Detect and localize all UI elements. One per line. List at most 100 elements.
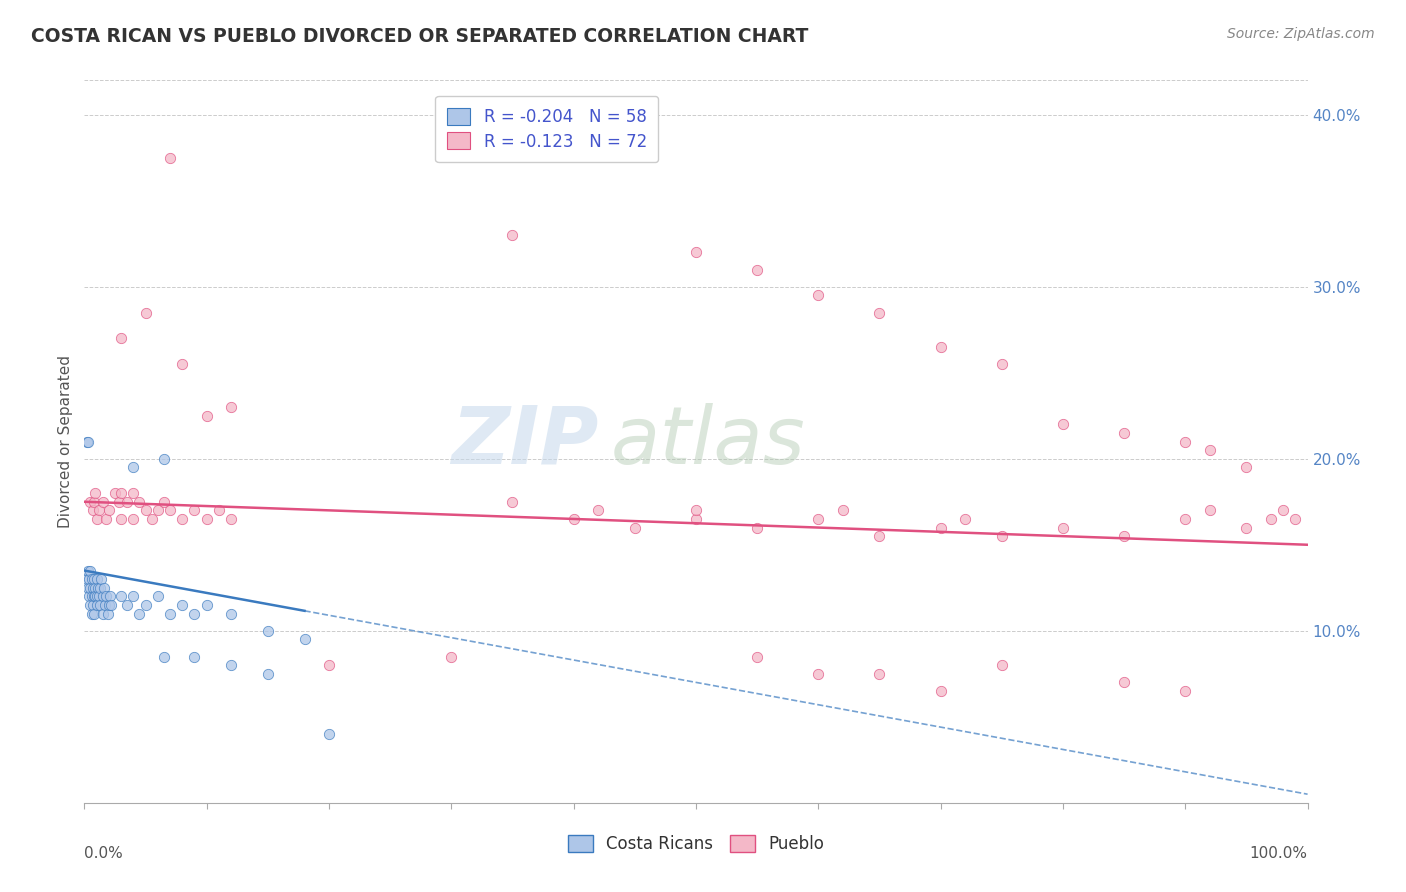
Point: [122, 486, 145, 500]
Point: [159, 503, 181, 517]
Point: [83, 572, 105, 586]
Point: [146, 503, 169, 517]
Point: [87, 503, 110, 517]
Point: [502, 228, 524, 243]
Point: [869, 666, 891, 681]
Point: [84, 590, 107, 604]
Point: [219, 400, 242, 414]
Point: [831, 503, 853, 517]
Point: [80, 572, 103, 586]
Point: [172, 512, 194, 526]
Text: Source: ZipAtlas.com: Source: ZipAtlas.com: [1227, 27, 1375, 41]
Point: [1174, 434, 1197, 449]
Point: [76, 434, 98, 449]
Point: [97, 607, 120, 621]
Point: [86, 512, 108, 526]
Point: [77, 564, 100, 578]
Point: [1198, 503, 1220, 517]
Point: [1284, 512, 1306, 526]
Point: [747, 649, 769, 664]
Point: [115, 494, 138, 508]
Text: ZIP: ZIP: [451, 402, 598, 481]
Text: atlas: atlas: [610, 402, 806, 481]
Point: [79, 564, 101, 578]
Text: 0.0%: 0.0%: [84, 847, 124, 861]
Point: [1052, 520, 1074, 534]
Point: [153, 494, 176, 508]
Point: [991, 658, 1014, 673]
Point: [1260, 512, 1282, 526]
Point: [747, 520, 769, 534]
Point: [807, 512, 830, 526]
Point: [869, 305, 891, 319]
Point: [991, 529, 1014, 543]
Point: [93, 581, 115, 595]
Point: [122, 512, 145, 526]
Point: [94, 598, 117, 612]
Point: [219, 607, 242, 621]
Point: [257, 666, 280, 681]
Point: [135, 503, 157, 517]
Point: [96, 590, 118, 604]
Point: [685, 503, 707, 517]
Point: [1174, 512, 1197, 526]
Point: [107, 494, 129, 508]
Point: [115, 598, 138, 612]
Point: [122, 460, 145, 475]
Point: [685, 512, 707, 526]
Point: [195, 512, 218, 526]
Point: [195, 598, 218, 612]
Point: [183, 503, 205, 517]
Point: [104, 486, 127, 500]
Point: [929, 520, 952, 534]
Point: [1174, 684, 1197, 698]
Point: [96, 512, 118, 526]
Point: [1272, 503, 1295, 517]
Point: [77, 590, 100, 604]
Point: [90, 572, 112, 586]
Point: [624, 520, 647, 534]
Point: [122, 590, 145, 604]
Point: [502, 494, 524, 508]
Point: [91, 590, 114, 604]
Point: [953, 512, 976, 526]
Point: [172, 357, 194, 371]
Point: [110, 331, 132, 345]
Point: [747, 262, 769, 277]
Point: [991, 357, 1014, 371]
Y-axis label: Divorced or Separated: Divorced or Separated: [58, 355, 73, 528]
Point: [84, 581, 107, 595]
Point: [77, 581, 100, 595]
Point: [195, 409, 218, 423]
Point: [82, 503, 104, 517]
Point: [1236, 460, 1258, 475]
Point: [100, 598, 122, 612]
Point: [89, 581, 111, 595]
Point: [141, 512, 163, 526]
Point: [79, 581, 101, 595]
Point: [146, 590, 169, 604]
Point: [929, 684, 952, 698]
Point: [80, 607, 103, 621]
Point: [183, 649, 205, 664]
Point: [135, 305, 157, 319]
Point: [219, 658, 242, 673]
Point: [929, 340, 952, 354]
Point: [97, 598, 120, 612]
Point: [79, 598, 101, 612]
Point: [1198, 443, 1220, 458]
Point: [135, 598, 157, 612]
Point: [1114, 675, 1136, 690]
Point: [172, 598, 194, 612]
Point: [97, 503, 120, 517]
Point: [83, 494, 105, 508]
Point: [79, 494, 101, 508]
Point: [183, 607, 205, 621]
Point: [586, 503, 609, 517]
Point: [110, 590, 132, 604]
Point: [153, 649, 176, 664]
Point: [128, 494, 150, 508]
Point: [83, 590, 105, 604]
Point: [110, 512, 132, 526]
Point: [91, 607, 114, 621]
